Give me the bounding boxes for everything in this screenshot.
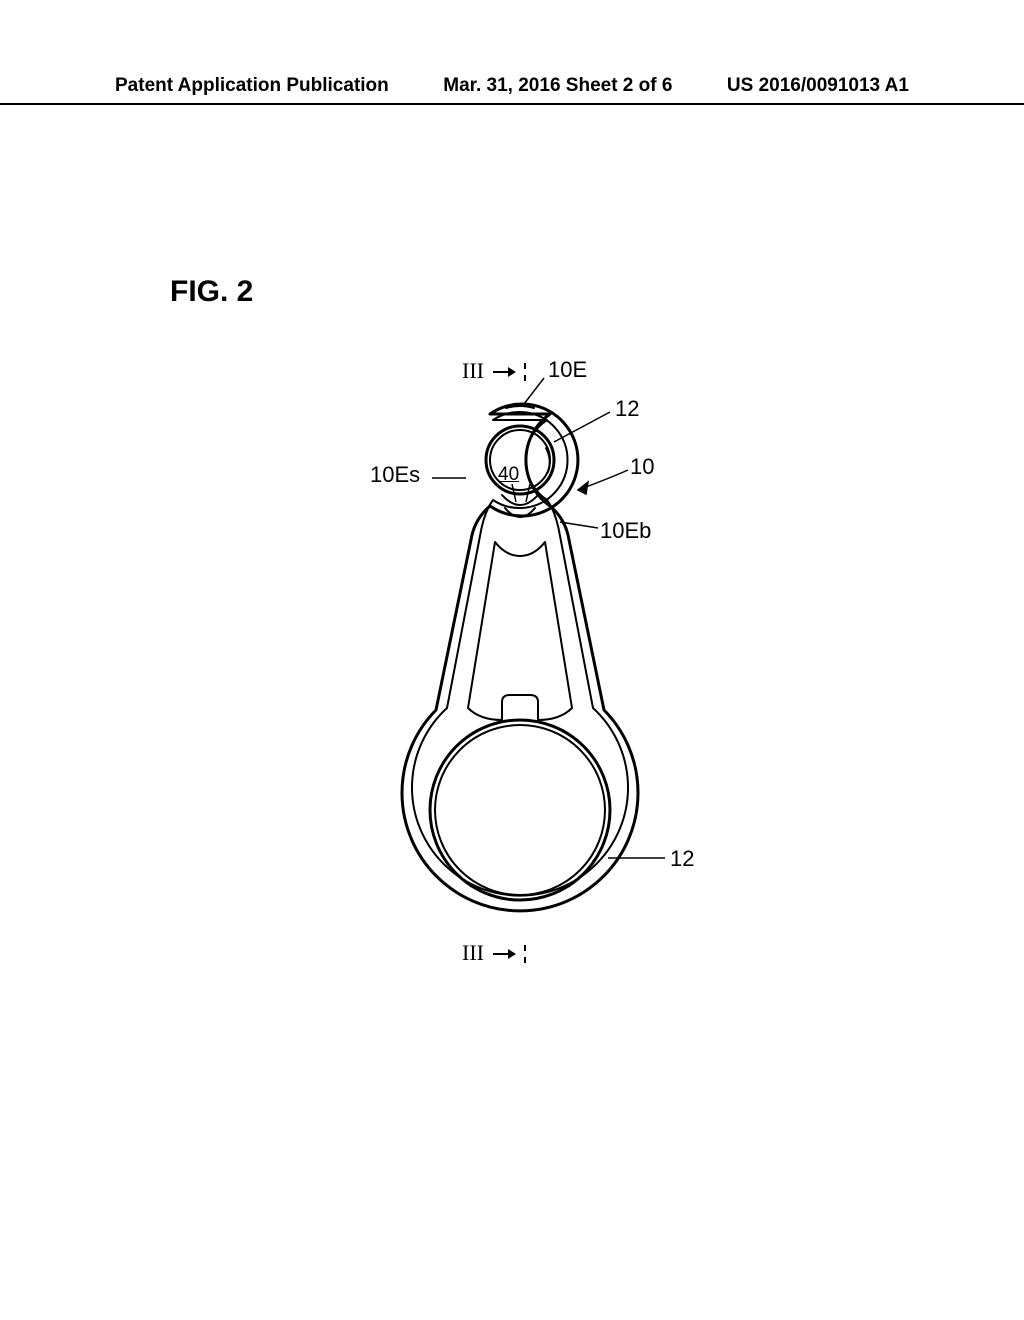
- connecting-rod-diagram: III III 10E 12 10 10Eb 10Es 40 12: [330, 360, 710, 980]
- label-10E: 10E: [548, 357, 587, 383]
- page-header: Patent Application Publication Mar. 31, …: [0, 75, 1024, 105]
- arrow-icon: [493, 953, 515, 955]
- label-40: 40: [498, 464, 519, 486]
- connecting-rod-svg: [330, 360, 710, 980]
- label-10: 10: [630, 454, 654, 480]
- dash-icon: [524, 363, 526, 381]
- dash-icon: [524, 945, 526, 963]
- header-center: Mar. 31, 2016 Sheet 2 of 6: [443, 75, 672, 97]
- section-mark-top: III: [462, 358, 526, 384]
- header-right: US 2016/0091013 A1: [727, 75, 909, 97]
- label-10Eb: 10Eb: [600, 518, 651, 544]
- arrow-icon: [493, 371, 515, 373]
- label-12-lower: 12: [670, 846, 694, 872]
- header-left: Patent Application Publication: [115, 75, 389, 97]
- label-10Es: 10Es: [370, 462, 420, 488]
- section-mark-bottom: III: [462, 940, 526, 966]
- figure-label: FIG. 2: [170, 275, 253, 309]
- label-12-upper: 12: [615, 396, 639, 422]
